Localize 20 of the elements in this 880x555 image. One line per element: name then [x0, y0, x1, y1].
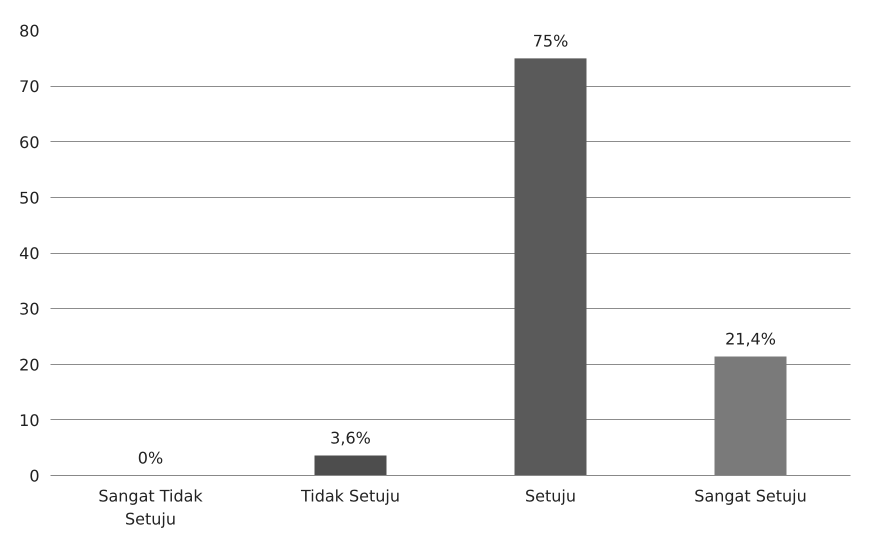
data-label: 0% [138, 448, 164, 468]
x-tick-label: Sangat Tidak Setuju [98, 486, 204, 528]
y-tick-label: 60 [19, 132, 40, 152]
y-tick-label: 70 [19, 77, 40, 96]
y-tick-label: 80 [19, 22, 40, 40]
x-tick-label: Tidak Setuju [300, 486, 400, 506]
y-tick-label: 40 [19, 244, 40, 263]
y-tick-label: 30 [19, 300, 40, 319]
y-tick-label: 0 [29, 466, 40, 486]
bar [314, 455, 386, 476]
x-tick-label: Setuju [525, 486, 576, 506]
y-tick-label: 50 [19, 188, 40, 208]
bar [514, 58, 586, 476]
y-tick-label: 20 [19, 355, 40, 374]
bar [714, 356, 786, 476]
data-label: 75% [532, 31, 568, 50]
data-label: 3,6% [330, 428, 371, 448]
data-label: 21,4% [725, 329, 776, 348]
y-tick-label: 10 [19, 410, 40, 430]
x-tick-label: Sangat Setuju [694, 486, 807, 506]
